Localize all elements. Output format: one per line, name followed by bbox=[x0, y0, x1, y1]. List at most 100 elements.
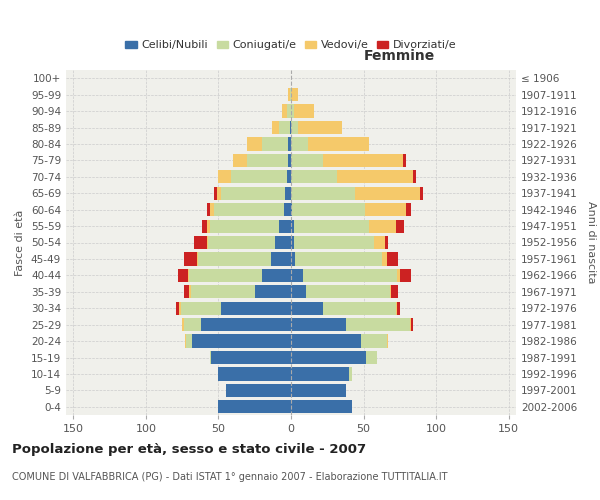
Bar bbox=[233, 154, 247, 167]
Bar bbox=[305, 285, 390, 298]
Bar bbox=[191, 285, 255, 298]
Bar bbox=[280, 220, 291, 232]
Bar bbox=[291, 302, 323, 315]
Legend: Celibi/Nubili, Coniugati/e, Vedovi/e, Divorziati/e: Celibi/Nubili, Coniugati/e, Vedovi/e, Di… bbox=[121, 36, 461, 55]
Bar bbox=[187, 334, 192, 347]
Bar bbox=[272, 121, 280, 134]
Bar bbox=[288, 138, 291, 150]
Bar bbox=[288, 88, 290, 101]
Bar bbox=[214, 203, 284, 216]
Bar bbox=[280, 121, 290, 134]
Bar bbox=[308, 138, 370, 150]
Bar bbox=[288, 154, 291, 167]
Bar bbox=[298, 121, 342, 134]
Bar bbox=[285, 186, 291, 200]
Bar bbox=[291, 104, 294, 118]
Bar bbox=[291, 203, 292, 216]
Bar bbox=[217, 186, 221, 200]
Bar bbox=[302, 269, 397, 282]
Bar bbox=[190, 285, 191, 298]
Bar bbox=[271, 252, 291, 266]
Bar bbox=[291, 285, 305, 298]
Text: Popolazione per età, sesso e stato civile - 2007: Popolazione per età, sesso e stato civil… bbox=[12, 442, 366, 456]
Bar bbox=[247, 138, 262, 150]
Bar bbox=[370, 220, 395, 232]
Bar bbox=[291, 138, 308, 150]
Bar bbox=[291, 318, 346, 331]
Bar bbox=[201, 318, 291, 331]
Bar bbox=[291, 236, 294, 249]
Bar bbox=[291, 121, 298, 134]
Bar bbox=[255, 285, 291, 298]
Bar bbox=[247, 154, 288, 167]
Bar bbox=[184, 285, 190, 298]
Bar bbox=[287, 170, 291, 183]
Bar bbox=[291, 186, 355, 200]
Bar bbox=[194, 236, 207, 249]
Bar bbox=[406, 203, 412, 216]
Bar bbox=[387, 252, 398, 266]
Bar bbox=[294, 104, 314, 118]
Bar bbox=[208, 236, 275, 249]
Bar bbox=[287, 104, 291, 118]
Bar bbox=[291, 220, 294, 232]
Bar bbox=[211, 351, 291, 364]
Bar bbox=[232, 170, 287, 183]
Bar bbox=[397, 269, 400, 282]
Bar bbox=[291, 368, 349, 380]
Bar bbox=[210, 220, 280, 232]
Bar bbox=[337, 170, 413, 183]
Bar bbox=[218, 170, 232, 183]
Bar bbox=[176, 302, 179, 315]
Bar bbox=[184, 318, 201, 331]
Bar bbox=[291, 351, 367, 364]
Bar bbox=[395, 302, 397, 315]
Bar bbox=[294, 236, 374, 249]
Bar bbox=[355, 186, 420, 200]
Bar bbox=[210, 351, 211, 364]
Bar bbox=[188, 269, 190, 282]
Bar bbox=[179, 302, 181, 315]
Bar bbox=[291, 170, 337, 183]
Bar bbox=[291, 154, 323, 167]
Bar bbox=[365, 203, 406, 216]
Bar bbox=[413, 170, 416, 183]
Text: COMUNE DI VALFABBRICA (PG) - Dati ISTAT 1° gennaio 2007 - Elaborazione TUTTITALI: COMUNE DI VALFABBRICA (PG) - Dati ISTAT … bbox=[12, 472, 448, 482]
Bar bbox=[284, 203, 291, 216]
Bar bbox=[387, 334, 388, 347]
Bar bbox=[221, 302, 291, 315]
Bar bbox=[385, 236, 388, 249]
Bar bbox=[214, 186, 217, 200]
Bar bbox=[202, 220, 207, 232]
Bar bbox=[391, 285, 398, 298]
Bar bbox=[291, 88, 298, 101]
Bar bbox=[218, 400, 291, 413]
Bar bbox=[410, 318, 412, 331]
Bar bbox=[291, 384, 346, 397]
Y-axis label: Anni di nascita: Anni di nascita bbox=[586, 201, 596, 284]
Bar bbox=[218, 368, 291, 380]
Bar bbox=[197, 252, 198, 266]
Bar bbox=[184, 252, 197, 266]
Bar bbox=[207, 203, 210, 216]
Bar bbox=[291, 400, 352, 413]
Bar bbox=[192, 334, 291, 347]
Bar bbox=[294, 220, 370, 232]
Bar bbox=[207, 236, 208, 249]
Bar bbox=[291, 252, 295, 266]
Bar bbox=[412, 318, 413, 331]
Bar bbox=[181, 302, 221, 315]
Bar bbox=[323, 302, 395, 315]
Bar bbox=[207, 220, 210, 232]
Bar bbox=[210, 203, 214, 216]
Bar bbox=[400, 269, 412, 282]
Bar bbox=[290, 121, 291, 134]
Bar bbox=[292, 203, 365, 216]
Bar bbox=[374, 236, 385, 249]
Bar bbox=[346, 318, 410, 331]
Bar bbox=[323, 154, 403, 167]
Bar bbox=[275, 236, 291, 249]
Bar bbox=[403, 154, 406, 167]
Bar bbox=[420, 186, 423, 200]
Bar bbox=[178, 269, 188, 282]
